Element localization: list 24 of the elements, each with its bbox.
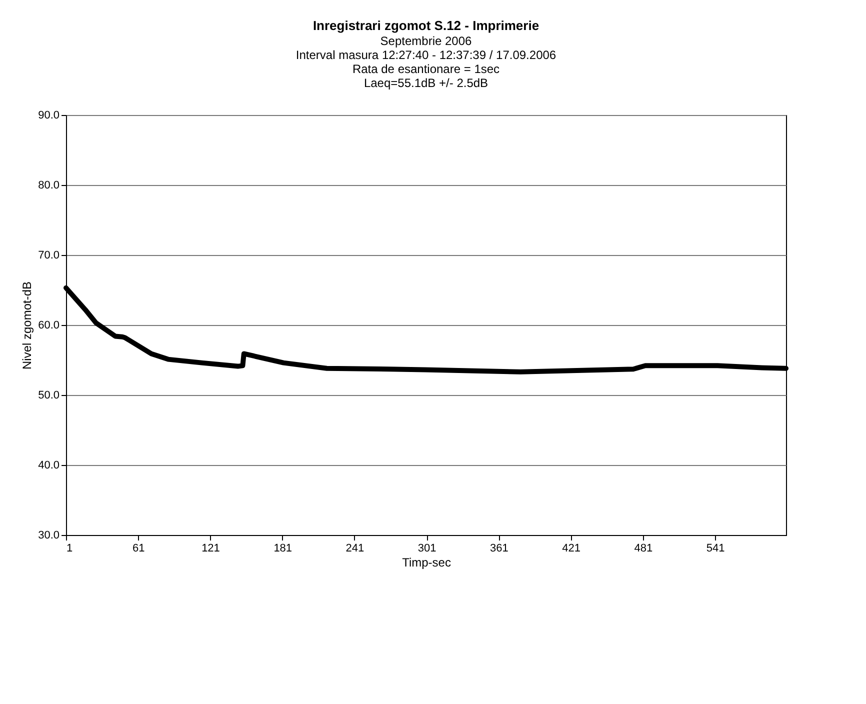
text: Laeq=55.1dB +/- 2.5dB	[364, 76, 488, 90]
y-axis-title: Nivel zgomot-dB	[20, 281, 34, 370]
text: Interval masura 12:27:40 - 12:37:39 / 17.09.2006	[296, 48, 556, 62]
x-tick-label: 541	[706, 542, 725, 554]
y-tick-label: 30.0	[38, 530, 60, 542]
y-tick-label: 50.0	[38, 390, 60, 402]
text: Septembrie 2006	[380, 34, 472, 48]
x-tick-label: 421	[562, 542, 581, 554]
y-tick-label: 70.0	[38, 250, 60, 262]
x-tick-label: 301	[418, 542, 436, 554]
x-tick-label: 1	[66, 542, 73, 554]
y-tick-label: 60.0	[38, 320, 60, 332]
y-tick-label: 80.0	[38, 180, 60, 192]
x-tick-label: 481	[634, 542, 653, 554]
chart-title: Inregistrari zgomot S.12 - Imprimerie	[312, 18, 540, 33]
y-tick-label: 90.0	[38, 110, 60, 122]
text: Rata de esantionare = 1sec	[352, 62, 500, 76]
x-axis-title: Timp-sec	[402, 556, 451, 570]
x-tick-label: 181	[274, 542, 292, 554]
x-tick-label: 121	[202, 542, 220, 554]
x-tick-label: 361	[490, 542, 508, 554]
x-tick-label: 61	[132, 542, 145, 554]
y-tick-label: 40.0	[38, 460, 60, 472]
x-tick-label: 241	[346, 542, 364, 554]
